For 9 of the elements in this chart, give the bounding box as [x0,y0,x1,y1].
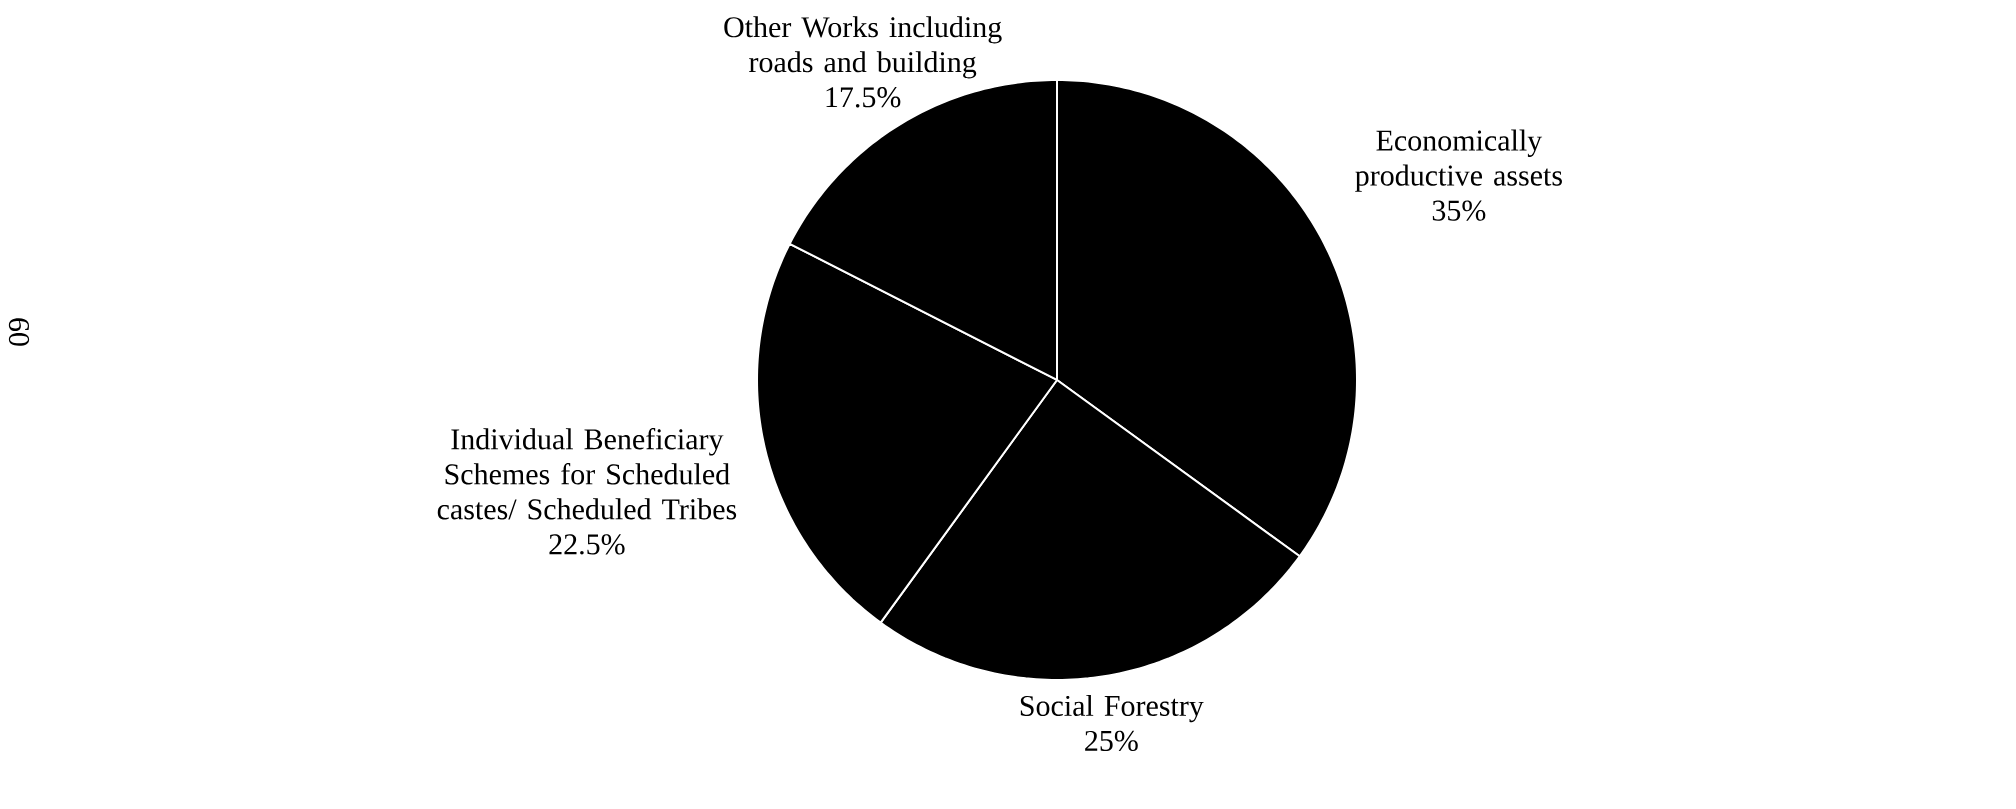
slice-label: Individual Beneficiary Schemes for Scheduled castes/ Scheduled Tribes [437,428,737,520]
slice-label: Other Works including roads and building [724,16,1002,79]
data-label: 22.5% [549,534,625,555]
slice-label: Social Forestry [1020,694,1204,723]
data-label: 35% [1432,200,1486,221]
text: 60 [8,318,30,346]
data-label: 17.5% [826,87,901,108]
slice-label: Economically productive assets [1355,129,1562,192]
data-label: 25% [1085,730,1138,752]
